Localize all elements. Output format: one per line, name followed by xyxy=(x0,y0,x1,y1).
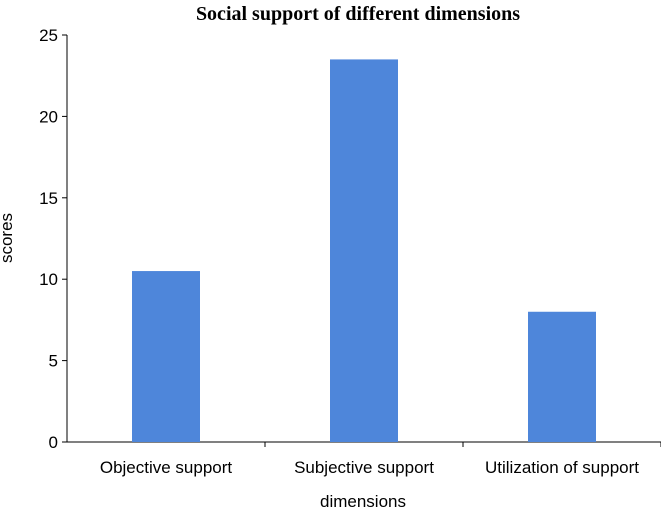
y-axis-title: scores xyxy=(0,213,16,263)
y-tick-label: 20 xyxy=(39,107,58,126)
y-tick-label: 10 xyxy=(39,270,58,289)
y-tick-label: 15 xyxy=(39,189,58,208)
bar xyxy=(528,311,596,442)
plot-area: 0 5 10 15 20 25 Objective support Subjective su… xyxy=(39,26,661,477)
bar xyxy=(132,271,200,442)
x-tick-label: Subjective support xyxy=(294,458,434,477)
y-tick-label: 5 xyxy=(49,352,58,371)
x-tick-label: Utilization of support xyxy=(485,458,639,477)
chart-title: Social support of different dimensions xyxy=(196,3,520,25)
bar xyxy=(330,59,398,443)
x-axis-title: dimensions xyxy=(320,492,406,511)
x-tick-label: Objective support xyxy=(100,458,233,477)
y-tick-label: 25 xyxy=(39,26,58,45)
y-tick-label: 0 xyxy=(49,433,58,452)
